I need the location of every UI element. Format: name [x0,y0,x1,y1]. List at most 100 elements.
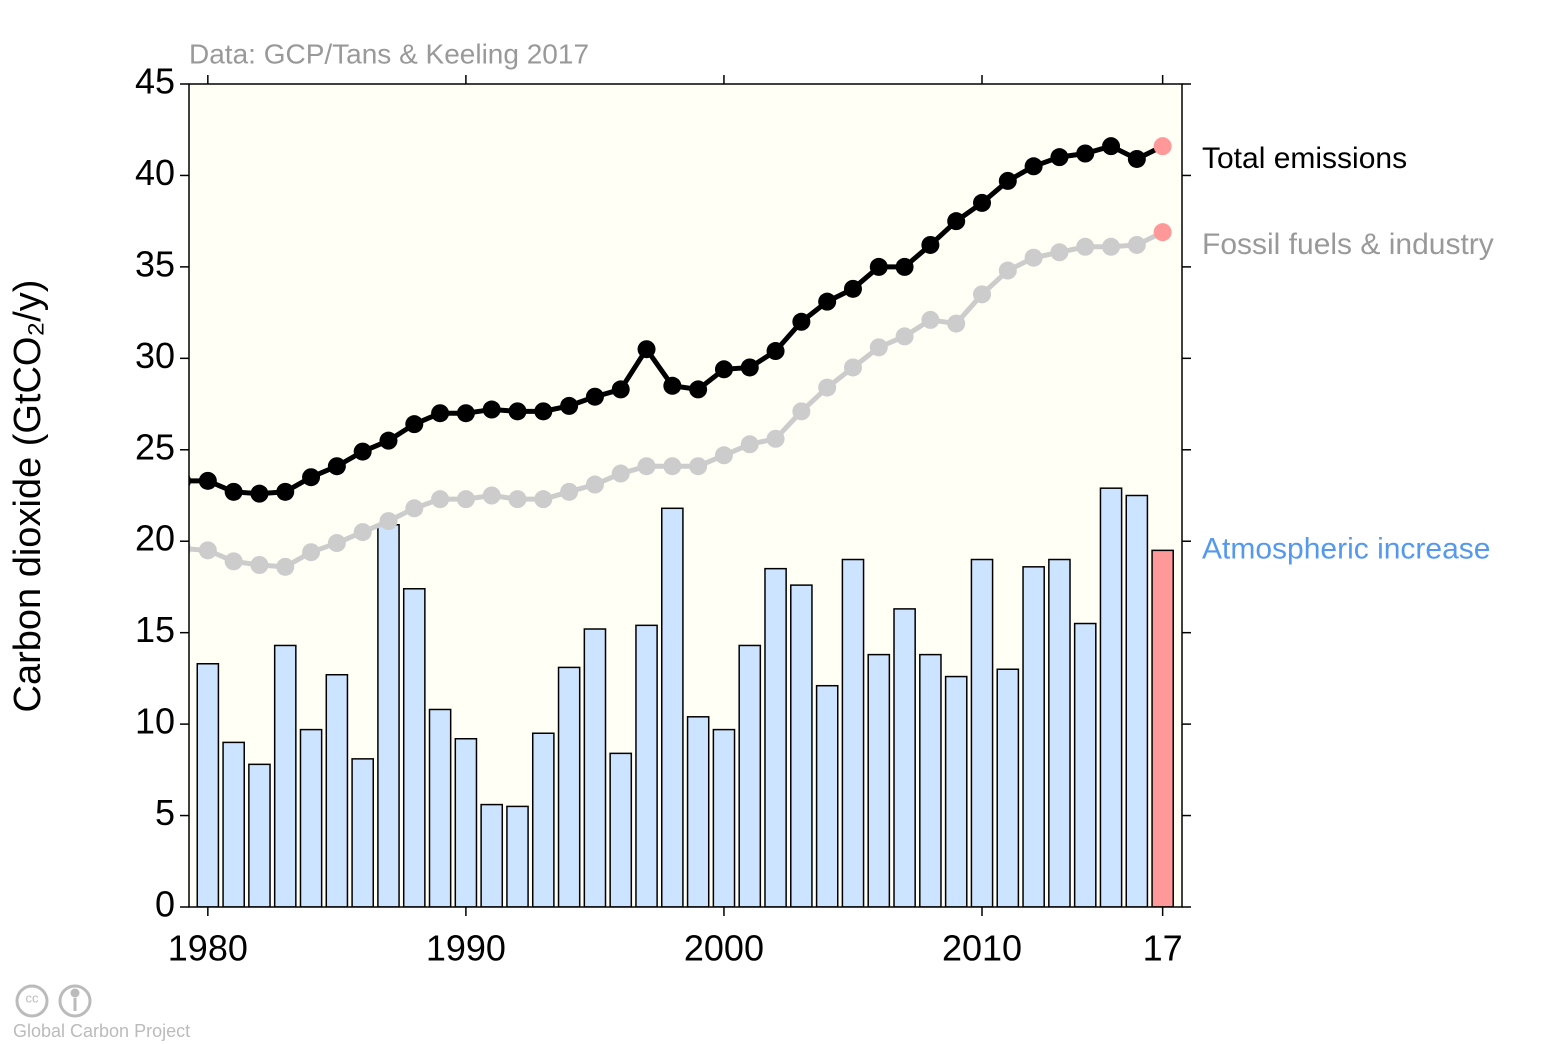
marker [1076,237,1095,256]
marker [224,482,243,501]
bar [919,653,942,907]
marker [327,534,346,553]
marker [818,292,837,311]
y-tick-label: 10 [135,701,175,742]
marker [1153,137,1172,156]
marker [534,490,553,509]
marker [869,338,888,357]
marker [508,402,527,421]
marker [611,380,630,399]
bar [996,668,1020,907]
marker [379,431,398,450]
y-tick-label: 0 [155,884,175,925]
bar [970,558,994,907]
marker [327,457,346,476]
marker [1050,148,1069,167]
bar [609,752,633,907]
marker [766,429,785,448]
bar [790,584,813,907]
marker [869,257,888,276]
marker [276,482,295,501]
bar [248,763,271,907]
marker [1024,157,1043,176]
bar [944,675,968,907]
bar [222,741,245,907]
cc-icons [15,984,92,1018]
bar [480,803,504,907]
marker [973,193,992,212]
marker [1024,248,1043,267]
marker [714,360,733,379]
bar [1048,558,1071,907]
bar [686,716,710,907]
x-tick-label: 17 [1143,928,1183,969]
marker [792,312,811,331]
marker [1127,235,1146,254]
marker [353,442,372,461]
marker [1153,223,1172,242]
x-tick-label: 1990 [426,928,506,969]
y-axis-label: Carbon dioxide (GtCO₂/y) [7,280,49,713]
bar [893,608,916,907]
marker [585,387,604,406]
marker [198,471,217,490]
bar [764,567,787,907]
y-tick-label: 40 [135,152,175,193]
marker [1102,237,1121,256]
bar [1125,494,1149,907]
marker [947,212,966,231]
marker [405,499,424,518]
marker [740,358,759,377]
bar [531,732,555,907]
marker [456,490,475,509]
bar [273,644,297,907]
marker [405,415,424,434]
plot-frame [188,83,1183,908]
marker [560,482,579,501]
marker [973,285,992,304]
source: Data: GCP/Tans & Keeling 2017 [189,38,589,69]
marker [482,400,501,419]
marker [585,475,604,494]
legend-label: Fossil fuels & industry [1202,228,1494,261]
marker [818,378,837,397]
marker [508,490,527,509]
marker [843,358,862,377]
bar [583,628,607,907]
marker [689,380,708,399]
marker [921,310,940,329]
bar [635,624,658,907]
marker [895,327,914,346]
credit: Global Carbon Project [13,1021,190,1041]
marker [482,486,501,505]
marker [1050,243,1069,262]
marker [302,468,321,487]
bar [299,728,323,907]
marker [560,396,579,415]
bar [351,758,375,907]
bar [841,558,865,907]
marker [895,257,914,276]
marker [998,261,1017,280]
marker [1127,149,1146,168]
legend-label: Atmospheric increase [1202,532,1490,565]
x-tick-label: 2010 [942,928,1022,969]
marker [637,340,656,359]
marker [998,171,1017,190]
bar [377,524,400,907]
x-tick-label: 1980 [168,928,248,969]
marker [276,557,295,576]
marker [431,490,450,509]
marker [456,404,475,423]
bar [506,805,529,907]
marker [1076,144,1095,163]
marker [792,402,811,421]
marker [534,402,553,421]
bar [867,653,891,907]
marker [198,541,217,560]
bar [1073,622,1097,907]
bar [1151,549,1174,907]
bar [712,728,736,907]
marker [714,446,733,465]
